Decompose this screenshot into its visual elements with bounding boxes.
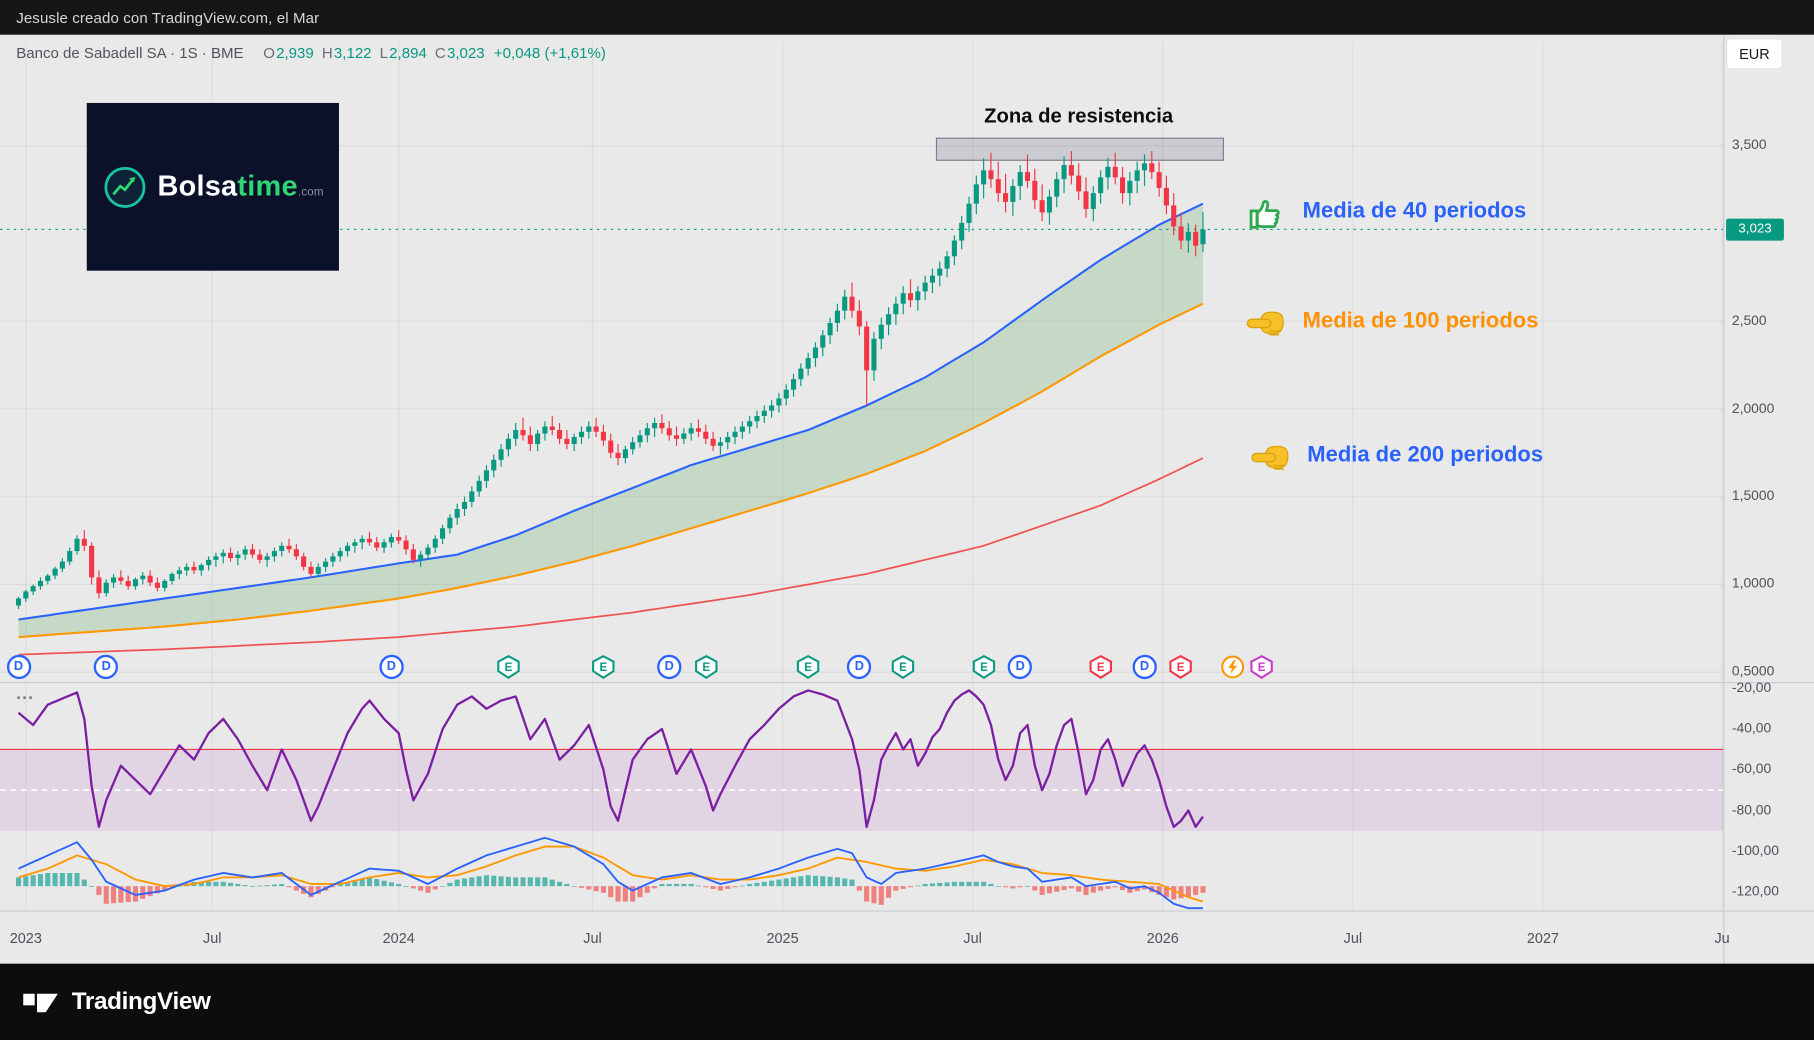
open-value: 2,939	[276, 43, 314, 62]
bolsatime-logo-card: Bolsatime.com	[86, 102, 339, 271]
svg-text:E: E	[1258, 662, 1266, 674]
price-scale-label: 1,0000	[1731, 575, 1775, 592]
low-label: L	[379, 43, 389, 62]
earnings-marker-icon[interactable]: E	[796, 655, 820, 679]
ma200-annotation-label: Media de 200 periodos	[1307, 443, 1544, 468]
low-value: 2,894	[389, 43, 427, 62]
oscillator-scale-label: -60,00	[1731, 760, 1772, 777]
open-label: O	[263, 43, 275, 62]
high-label: H	[321, 43, 333, 62]
oscillator-scale-label: -100,00	[1731, 841, 1779, 859]
time-axis-label: Jul	[963, 930, 982, 947]
dividend-marker-icon[interactable]: D	[847, 654, 872, 680]
earnings-marker-icon[interactable]: E	[591, 655, 615, 679]
time-axis-label: 2026	[1146, 930, 1179, 947]
ma200-annotation[interactable]: Media de 200 periodos	[1249, 435, 1543, 477]
close-label: C	[434, 43, 446, 62]
price-scale-label: 0,5000	[1731, 662, 1775, 680]
footer-bar: TradingView	[0, 963, 1814, 1040]
oscillator-scale-label: -20,00	[1731, 679, 1772, 696]
tradingview-logo-icon[interactable]	[23, 988, 60, 1016]
time-axis-label: 2027	[1526, 930, 1560, 947]
svg-text:E: E	[600, 662, 608, 674]
close-value: 3,023	[446, 43, 485, 62]
ma100-annotation-label: Media de 100 periodos	[1302, 308, 1539, 334]
indicator-legend-more[interactable]: ...	[16, 683, 35, 704]
upcoming-event-bolt-icon[interactable]	[1220, 655, 1244, 679]
resistance-zone-label[interactable]: Zona de resistencia	[984, 104, 1174, 128]
tradingview-brand-text[interactable]: TradingView	[71, 987, 211, 1015]
time-axis-label: 2025	[766, 930, 799, 947]
time-axis-label: 2024	[382, 930, 415, 947]
dividend-marker-icon[interactable]: D	[1132, 654, 1157, 680]
dividend-marker-icon[interactable]: D	[94, 654, 119, 680]
change-value: +0,048 (+1,61%)	[493, 43, 606, 62]
price-scale-label: 1,5000	[1731, 487, 1775, 504]
dividend-marker-icon[interactable]: D	[1008, 654, 1033, 680]
earnings-marker-icon[interactable]: E	[971, 655, 995, 679]
ma40-annotation[interactable]: Media de 40 periodos	[1245, 191, 1526, 233]
price-scale-label: 3,500	[1731, 136, 1767, 153]
price-scale-label: 2,500	[1731, 311, 1767, 329]
svg-text:E: E	[980, 662, 988, 674]
dividend-marker-icon[interactable]: D	[657, 654, 682, 680]
svg-text:E: E	[505, 662, 513, 674]
svg-text:E: E	[702, 662, 710, 674]
dividend-marker-icon[interactable]: D	[6, 654, 31, 680]
dividend-marker-icon[interactable]: D	[379, 654, 404, 680]
last-price-badge: 3,023	[1726, 218, 1784, 241]
window-title: Jesusle creado con TradingView.com, el M…	[16, 8, 320, 27]
pointing-left-hand-icon	[1246, 311, 1284, 336]
earnings-marker-icon[interactable]: E	[1169, 655, 1193, 679]
symbol-header[interactable]: Banco de Sabadell SA · 1S · BME O2,939 H3,…	[16, 44, 606, 61]
earnings-marker-icon[interactable]: E	[1249, 655, 1273, 679]
symbol-title[interactable]: Banco de Sabadell SA · 1S · BME	[16, 43, 244, 62]
price-scale-label: 2,0000	[1731, 399, 1775, 416]
svg-text:E: E	[899, 662, 907, 674]
ma100-annotation[interactable]: Media de 100 periodos	[1245, 301, 1539, 343]
high-value: 3,122	[333, 43, 372, 62]
earnings-marker-icon[interactable]: E	[1088, 655, 1112, 679]
bolsatime-brand-text: Bolsatime.com	[157, 170, 324, 203]
earnings-marker-icon[interactable]: E	[891, 655, 915, 679]
window-title-bar: Jesusle creado con TradingView.com, el M…	[0, 0, 1814, 35]
pointing-left-hand-icon	[1251, 445, 1289, 470]
time-axis-label: Jul	[1343, 930, 1363, 947]
time-axis-label: Ju	[1714, 930, 1730, 947]
ma40-annotation-label: Media de 40 periodos	[1302, 198, 1527, 224]
bolsatime-logo-icon	[104, 166, 146, 208]
thumbs-up-icon	[1249, 199, 1280, 229]
oscillator-scale-label: -80,00	[1731, 801, 1772, 818]
svg-text:E: E	[804, 662, 812, 674]
oscillator-scale-label: -120,00	[1731, 882, 1779, 899]
time-axis-label: Jul	[203, 930, 222, 947]
time-axis-label: Jul	[583, 930, 602, 947]
earnings-marker-icon[interactable]: E	[496, 655, 520, 679]
earnings-marker-icon[interactable]: E	[694, 655, 718, 679]
svg-text:E: E	[1097, 662, 1105, 674]
time-axis-label: 2023	[9, 930, 42, 947]
currency-button[interactable]: EUR	[1726, 38, 1783, 70]
svg-text:E: E	[1177, 662, 1185, 674]
oscillator-scale-label: -40,00	[1731, 719, 1772, 736]
